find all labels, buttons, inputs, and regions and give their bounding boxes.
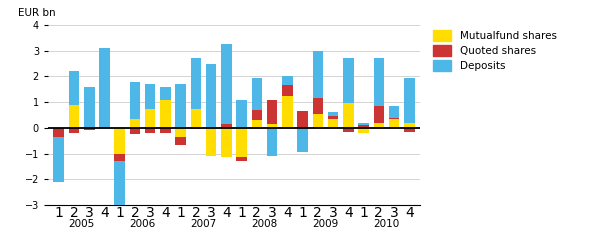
Bar bbox=[389, 119, 400, 128]
Bar bbox=[267, 128, 277, 156]
Bar bbox=[206, 128, 217, 156]
Bar bbox=[358, 128, 369, 133]
Bar bbox=[236, 128, 247, 158]
Bar bbox=[374, 123, 384, 128]
Bar bbox=[251, 110, 262, 120]
Bar bbox=[267, 100, 277, 124]
Bar bbox=[191, 128, 201, 129]
Bar bbox=[374, 106, 384, 123]
Bar bbox=[328, 116, 338, 119]
Bar bbox=[343, 58, 353, 104]
Bar bbox=[282, 96, 293, 128]
Bar bbox=[175, 84, 186, 128]
Bar bbox=[251, 120, 262, 128]
Text: 2006: 2006 bbox=[130, 219, 155, 229]
Bar bbox=[404, 128, 415, 132]
Bar bbox=[68, 105, 79, 128]
Text: 2007: 2007 bbox=[190, 219, 217, 229]
Bar bbox=[358, 125, 369, 128]
Bar bbox=[145, 128, 155, 133]
Bar bbox=[251, 78, 262, 110]
Bar bbox=[191, 58, 201, 108]
Bar bbox=[145, 108, 155, 128]
Bar bbox=[297, 128, 308, 152]
Legend: Mutualfund shares, Quoted shares, Deposits: Mutualfund shares, Quoted shares, Deposi… bbox=[433, 30, 557, 71]
Bar bbox=[389, 106, 400, 118]
Bar bbox=[115, 128, 125, 154]
Bar bbox=[328, 119, 338, 128]
Bar bbox=[313, 98, 323, 114]
Bar bbox=[267, 124, 277, 128]
Bar bbox=[389, 118, 400, 119]
Bar bbox=[84, 87, 95, 128]
Bar bbox=[374, 58, 384, 106]
Bar bbox=[404, 78, 415, 123]
Bar bbox=[358, 123, 369, 125]
Bar bbox=[68, 128, 79, 133]
Bar bbox=[84, 128, 95, 130]
Bar bbox=[313, 114, 323, 128]
Bar bbox=[99, 48, 110, 126]
Bar bbox=[221, 124, 232, 128]
Bar bbox=[68, 71, 79, 105]
Bar bbox=[160, 128, 171, 133]
Bar bbox=[115, 154, 125, 161]
Bar bbox=[297, 111, 308, 128]
Bar bbox=[115, 161, 125, 215]
Bar bbox=[206, 64, 217, 128]
Bar bbox=[343, 128, 353, 132]
Bar bbox=[160, 100, 171, 128]
Bar bbox=[130, 82, 140, 119]
Bar bbox=[236, 158, 247, 161]
Bar bbox=[160, 87, 171, 100]
Bar bbox=[175, 128, 186, 137]
Bar bbox=[282, 76, 293, 86]
Bar bbox=[53, 137, 64, 182]
Bar bbox=[404, 123, 415, 128]
Bar bbox=[328, 112, 338, 116]
Bar bbox=[282, 86, 293, 96]
Bar bbox=[99, 126, 110, 128]
Text: 2005: 2005 bbox=[68, 219, 95, 229]
Bar bbox=[236, 100, 247, 128]
Text: 2009: 2009 bbox=[313, 219, 338, 229]
Bar bbox=[130, 119, 140, 128]
Bar bbox=[343, 104, 353, 128]
Text: 2008: 2008 bbox=[251, 219, 278, 229]
Bar bbox=[130, 128, 140, 134]
Bar bbox=[175, 137, 186, 144]
Text: EUR bn: EUR bn bbox=[18, 8, 56, 18]
Bar bbox=[221, 128, 232, 158]
Text: 2010: 2010 bbox=[373, 219, 400, 229]
Bar bbox=[191, 108, 201, 128]
Bar bbox=[145, 84, 155, 108]
Bar bbox=[221, 44, 232, 124]
Bar bbox=[53, 128, 64, 137]
Bar bbox=[313, 51, 323, 98]
